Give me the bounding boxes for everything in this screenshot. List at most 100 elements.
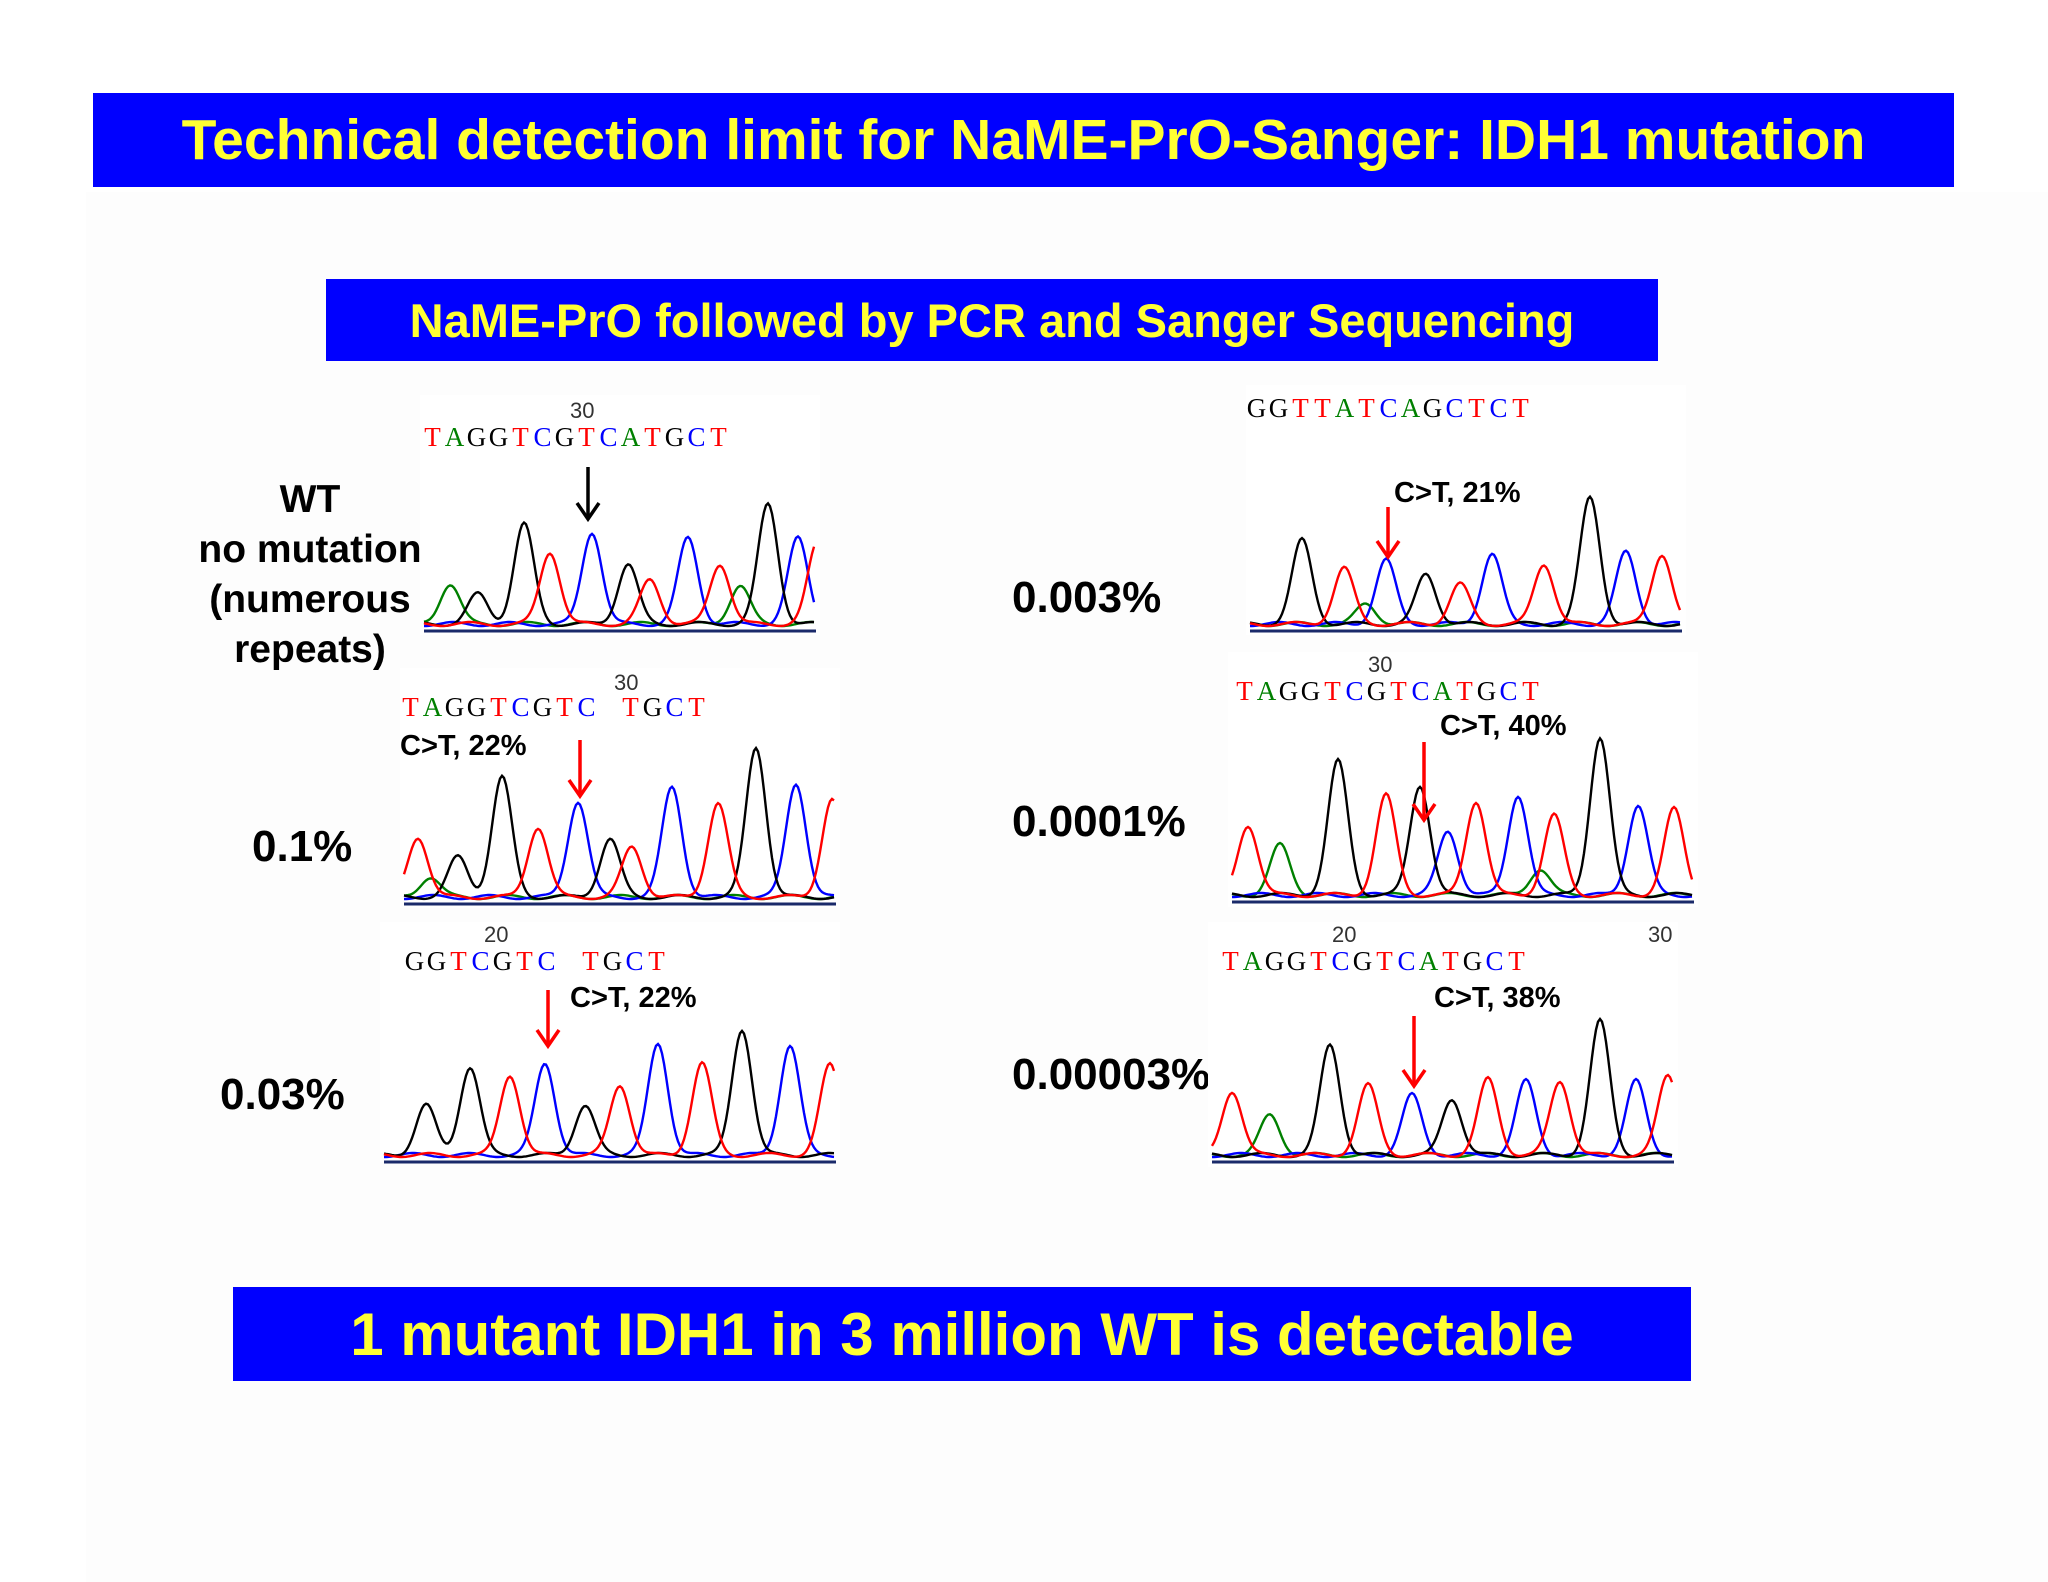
- position-label: 30: [1368, 652, 1393, 677]
- trace-t: [1230, 791, 1694, 899]
- base-letter: T: [1310, 946, 1328, 976]
- base-letter: C: [471, 946, 491, 976]
- base-letter: G: [642, 692, 664, 722]
- trace-svg: [383, 990, 836, 1164]
- base-letter: C: [537, 946, 557, 976]
- trace-svg: [1249, 494, 1682, 633]
- slide-title: Technical detection limit for NaME-PrO-S…: [93, 93, 1954, 187]
- trace-g: [1231, 736, 1693, 899]
- trace-g: [383, 1028, 835, 1159]
- base-letter: G: [664, 422, 686, 452]
- arrow-head: [535, 1029, 561, 1050]
- chromatogram-0-003-percent: GG T T A T CAGC T C T C>T, 21%: [1246, 385, 1686, 635]
- base-letter: G: [1286, 946, 1308, 976]
- position-label: 30: [570, 398, 595, 423]
- base-letter: C: [577, 692, 597, 722]
- base-letter: T: [1236, 676, 1254, 706]
- base-letter: C: [511, 692, 531, 722]
- mutation-label: C>T, 38%: [1434, 982, 1561, 1014]
- base-letter: A: [1242, 946, 1264, 976]
- base-letter: T: [450, 946, 468, 976]
- base-letter: C: [1489, 393, 1509, 423]
- base-letter: G: [426, 946, 448, 976]
- base-letter: C: [1499, 676, 1519, 706]
- base-letter: T: [1376, 946, 1394, 976]
- base-letter: A: [620, 422, 642, 452]
- trace-c: [404, 782, 835, 901]
- position-label: 20: [1332, 922, 1357, 947]
- base-letter: T: [1358, 393, 1376, 423]
- concentration-label: 0.00003%: [1012, 1050, 1211, 1099]
- concentration-label: 0.003%: [1012, 573, 1162, 622]
- mutation-label: C>T, 22%: [570, 982, 697, 1014]
- base-letter: G: [1246, 393, 1268, 423]
- base-letter: A: [1400, 393, 1422, 423]
- trace-svg: [423, 467, 816, 633]
- mutation-label: C>T, 40%: [1440, 710, 1567, 742]
- base-letter: T: [578, 422, 596, 452]
- trace-g: [1249, 494, 1681, 628]
- chromatogram-wt: 30 T AGG T CG T CA T GC T: [420, 395, 820, 635]
- base-letter: C: [533, 422, 553, 452]
- base-letter: C: [1485, 946, 1505, 976]
- wt-label: WT no mutation (numerous repeats): [170, 475, 450, 675]
- mutation-label: C>T, 22%: [400, 730, 527, 762]
- base-letter: C: [1397, 946, 1417, 976]
- wt-label-line: (numerous: [209, 578, 411, 621]
- base-letter: T: [512, 422, 530, 452]
- arrow-head: [1411, 803, 1437, 824]
- base-sequence: T AGG T CG T CA T GC T: [1220, 946, 1528, 977]
- trace-g: [423, 501, 814, 628]
- base-sequence: T AGG T CG T CA T GC T: [422, 422, 730, 453]
- position-label: 30: [614, 670, 639, 695]
- wt-label-line: no mutation: [198, 528, 422, 571]
- base-letter: G: [488, 422, 510, 452]
- base-letter: A: [444, 422, 466, 452]
- base-letter: T: [644, 422, 662, 452]
- wt-label-line: repeats): [234, 628, 386, 671]
- base-letter: C: [599, 422, 619, 452]
- wt-label-line: WT: [279, 478, 341, 521]
- arrow-head: [575, 502, 601, 523]
- base-letter: A: [422, 692, 444, 722]
- trace-t: [1249, 554, 1682, 628]
- trace-t: [383, 1060, 836, 1159]
- base-letter: [558, 946, 580, 977]
- base-letter: G: [1462, 946, 1484, 976]
- trace-svg: [402, 740, 836, 906]
- concentration-label: 0.0001%: [1012, 797, 1186, 846]
- trace-g: [403, 745, 835, 901]
- base-letter: C: [1331, 946, 1351, 976]
- concentration-label: 0.1%: [252, 822, 353, 871]
- trace-t: [1210, 1073, 1674, 1159]
- trace-a: [403, 877, 835, 901]
- base-letter: T: [1292, 393, 1310, 423]
- chromatogram-0-0001-percent: 30 T AGG T CG T CA T GC T C>T, 40%: [1228, 652, 1698, 907]
- base-letter: T: [1442, 946, 1460, 976]
- base-letter: T: [1508, 946, 1526, 976]
- base-letter: A: [1432, 676, 1454, 706]
- mutation-label: C>T, 21%: [1394, 477, 1521, 509]
- trace-t: [402, 797, 835, 901]
- base-letter: G: [492, 946, 514, 976]
- base-letter: A: [1418, 946, 1440, 976]
- base-letter: T: [490, 692, 508, 722]
- base-letter: G: [444, 692, 466, 722]
- base-letter: C: [665, 692, 685, 722]
- base-letter: T: [688, 692, 706, 722]
- chromatogram-0-03-percent: 20 GG T CG T C T GC T C>T, 22%: [380, 922, 840, 1164]
- base-letter: T: [402, 692, 420, 722]
- arrow-head: [567, 779, 593, 800]
- base-letter: C: [687, 422, 707, 452]
- base-letter: T: [1456, 676, 1474, 706]
- position-label: 20: [484, 922, 509, 947]
- arrow-head: [1375, 540, 1401, 561]
- base-letter: G: [554, 422, 576, 452]
- base-letter: T: [1390, 676, 1408, 706]
- base-letter: T: [1314, 393, 1332, 423]
- base-letter: [598, 692, 620, 723]
- base-letter: G: [1476, 676, 1498, 706]
- base-letter: A: [1256, 676, 1278, 706]
- base-letter: G: [1268, 393, 1290, 423]
- trace-svg: [1210, 1016, 1674, 1164]
